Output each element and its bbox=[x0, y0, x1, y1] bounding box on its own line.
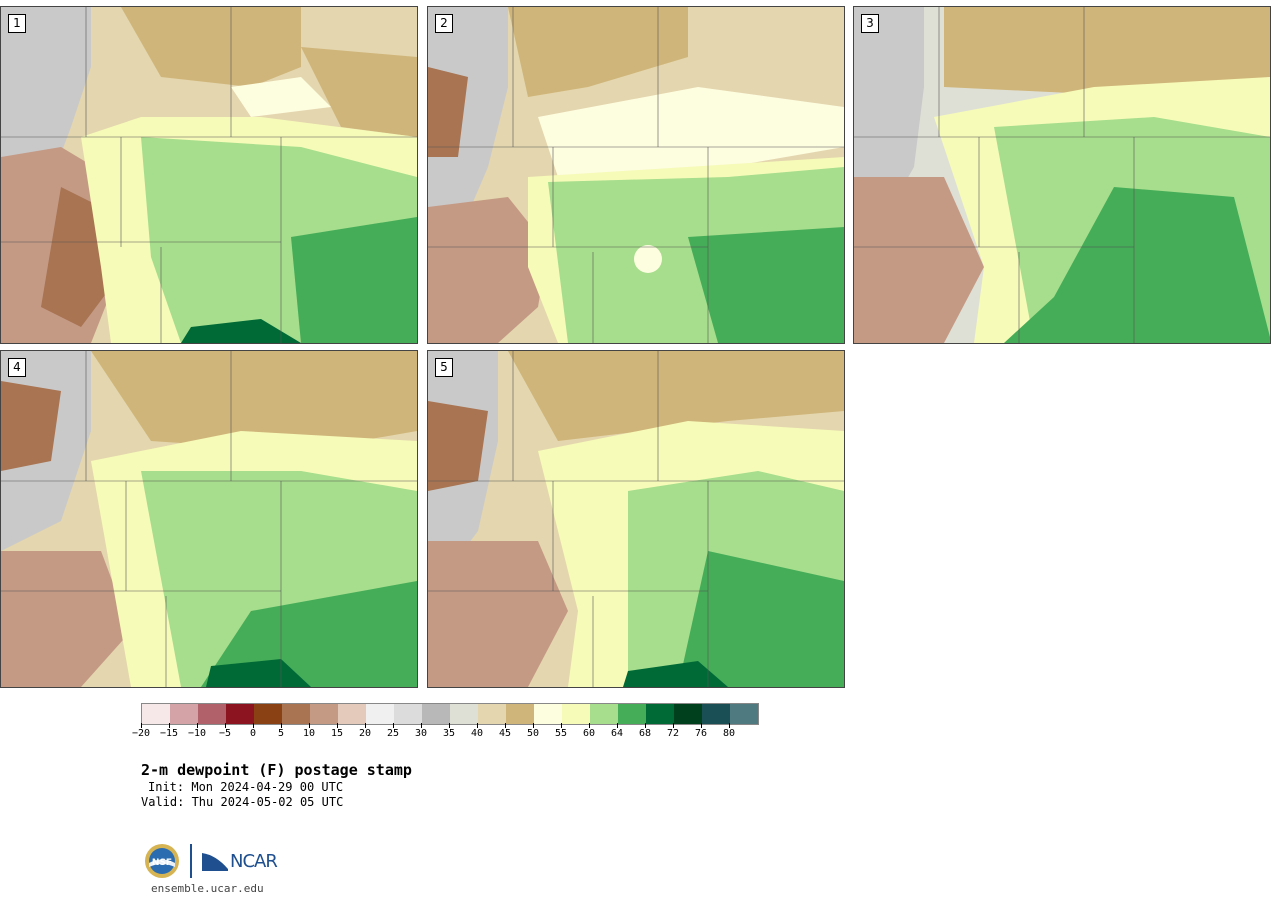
logos: NSF NCAR bbox=[144, 842, 278, 880]
colorbar-tick bbox=[449, 723, 450, 728]
colorbar-tick-label: 76 bbox=[694, 728, 708, 739]
colorbar-tick bbox=[505, 723, 506, 728]
map-panel-5: 5 bbox=[427, 350, 845, 688]
colorbar-tick bbox=[197, 723, 198, 728]
colorbar-tick bbox=[337, 723, 338, 728]
colorbar-tick bbox=[617, 723, 618, 728]
colorbar-tick bbox=[673, 723, 674, 728]
colorbar-tick-label: 45 bbox=[498, 728, 512, 739]
colorbar-swatch bbox=[226, 704, 254, 724]
map-panel-3: 3 bbox=[853, 6, 1271, 344]
colorbar-swatch bbox=[422, 704, 450, 724]
colorbar-swatch bbox=[478, 704, 506, 724]
colorbar-swatch bbox=[394, 704, 422, 724]
colorbar-tick-label: 40 bbox=[470, 728, 484, 739]
site-url: ensemble.ucar.edu bbox=[151, 882, 264, 895]
colorbar-tick bbox=[477, 723, 478, 728]
colorbar-tick-label: 15 bbox=[330, 728, 344, 739]
map-panel-1: 1 bbox=[0, 6, 418, 344]
colorbar-tick bbox=[701, 723, 702, 728]
colorbar-swatch bbox=[142, 704, 170, 724]
colorbar-ticks: −20 −15 −10 −5 0 5 10 15 20 25 30 35 40 45 50 55 60 64 68 7… bbox=[132, 723, 756, 743]
colorbar-swatch bbox=[254, 704, 282, 724]
colorbar-tick-label: 60 bbox=[582, 728, 596, 739]
colorbar bbox=[141, 703, 759, 725]
init-time: Init: Mon 2024-04-29 00 UTC bbox=[148, 780, 344, 794]
nsf-text: NSF bbox=[152, 858, 172, 868]
colorbar-tick-label: 55 bbox=[554, 728, 568, 739]
colorbar-tick-label: 72 bbox=[666, 728, 680, 739]
colorbar-tick-label: 20 bbox=[358, 728, 372, 739]
colorbar-tick-label: 80 bbox=[722, 728, 736, 739]
colorbar-tick bbox=[309, 723, 310, 728]
colorbar-tick bbox=[365, 723, 366, 728]
colorbar-tick-label: 50 bbox=[526, 728, 540, 739]
nsf-seal-icon: NSF bbox=[145, 844, 179, 878]
panel-number: 3 bbox=[861, 14, 879, 33]
colorbar-swatch bbox=[562, 704, 590, 724]
colorbar-tick bbox=[225, 723, 226, 728]
colorbar-swatch bbox=[646, 704, 674, 724]
map-panel-2: 2 bbox=[427, 6, 845, 344]
colorbar-swatch bbox=[282, 704, 310, 724]
colorbar-swatch bbox=[198, 704, 226, 724]
colorbar-tick bbox=[141, 723, 142, 728]
panel-number: 1 bbox=[8, 14, 26, 33]
colorbar-tick-label: 0 bbox=[249, 728, 257, 739]
colorbar-tick bbox=[281, 723, 282, 728]
colorbar-tick bbox=[533, 723, 534, 728]
colorbar-tick bbox=[589, 723, 590, 728]
colorbar-tick bbox=[561, 723, 562, 728]
dewpoint-map-5 bbox=[428, 351, 844, 687]
colorbar-swatch bbox=[618, 704, 646, 724]
colorbar-tick bbox=[645, 723, 646, 728]
valid-time: Valid: Thu 2024-05-02 05 UTC bbox=[141, 795, 344, 809]
colorbar-tick-label: −5 bbox=[218, 728, 232, 739]
colorbar-tick-label: 30 bbox=[414, 728, 428, 739]
colorbar-swatch bbox=[450, 704, 478, 724]
colorbar-swatch bbox=[366, 704, 394, 724]
colorbar-tick bbox=[421, 723, 422, 728]
colorbar-swatch bbox=[170, 704, 198, 724]
colorbar-tick-label: 5 bbox=[277, 728, 285, 739]
colorbar-tick-label: 10 bbox=[302, 728, 316, 739]
panel-number: 2 bbox=[435, 14, 453, 33]
ncar-text: NCAR bbox=[230, 850, 278, 872]
colorbar-tick-label: −15 bbox=[159, 728, 179, 739]
colorbar-tick bbox=[729, 723, 730, 728]
chart-title: 2-m dewpoint (F) postage stamp bbox=[141, 761, 412, 779]
colorbar-tick-label: −10 bbox=[187, 728, 207, 739]
dewpoint-map-3 bbox=[854, 7, 1270, 343]
colorbar-swatch bbox=[506, 704, 534, 724]
ncar-logo: NCAR bbox=[202, 850, 278, 872]
colorbar-swatch bbox=[338, 704, 366, 724]
dewpoint-map-4 bbox=[1, 351, 417, 687]
colorbar-swatch bbox=[674, 704, 702, 724]
colorbar-tick-label: −20 bbox=[131, 728, 151, 739]
ncar-icon bbox=[202, 853, 228, 871]
logo-divider bbox=[190, 844, 192, 878]
dewpoint-map-1 bbox=[1, 7, 417, 343]
colorbar-tick-label: 68 bbox=[638, 728, 652, 739]
map-panel-4: 4 bbox=[0, 350, 418, 688]
colorbar-swatch bbox=[534, 704, 562, 724]
panel-number: 4 bbox=[8, 358, 26, 377]
dewpoint-map-2 bbox=[428, 7, 844, 343]
colorbar-tick bbox=[169, 723, 170, 728]
colorbar-tick bbox=[253, 723, 254, 728]
colorbar-swatch bbox=[702, 704, 730, 724]
colorbar-swatch bbox=[590, 704, 618, 724]
panel-number: 5 bbox=[435, 358, 453, 377]
colorbar-tick-label: 64 bbox=[610, 728, 624, 739]
colorbar-tick-label: 35 bbox=[442, 728, 456, 739]
colorbar-tick bbox=[393, 723, 394, 728]
colorbar-tick-label: 25 bbox=[386, 728, 400, 739]
colorbar-swatch bbox=[730, 704, 758, 724]
colorbar-swatch bbox=[310, 704, 338, 724]
